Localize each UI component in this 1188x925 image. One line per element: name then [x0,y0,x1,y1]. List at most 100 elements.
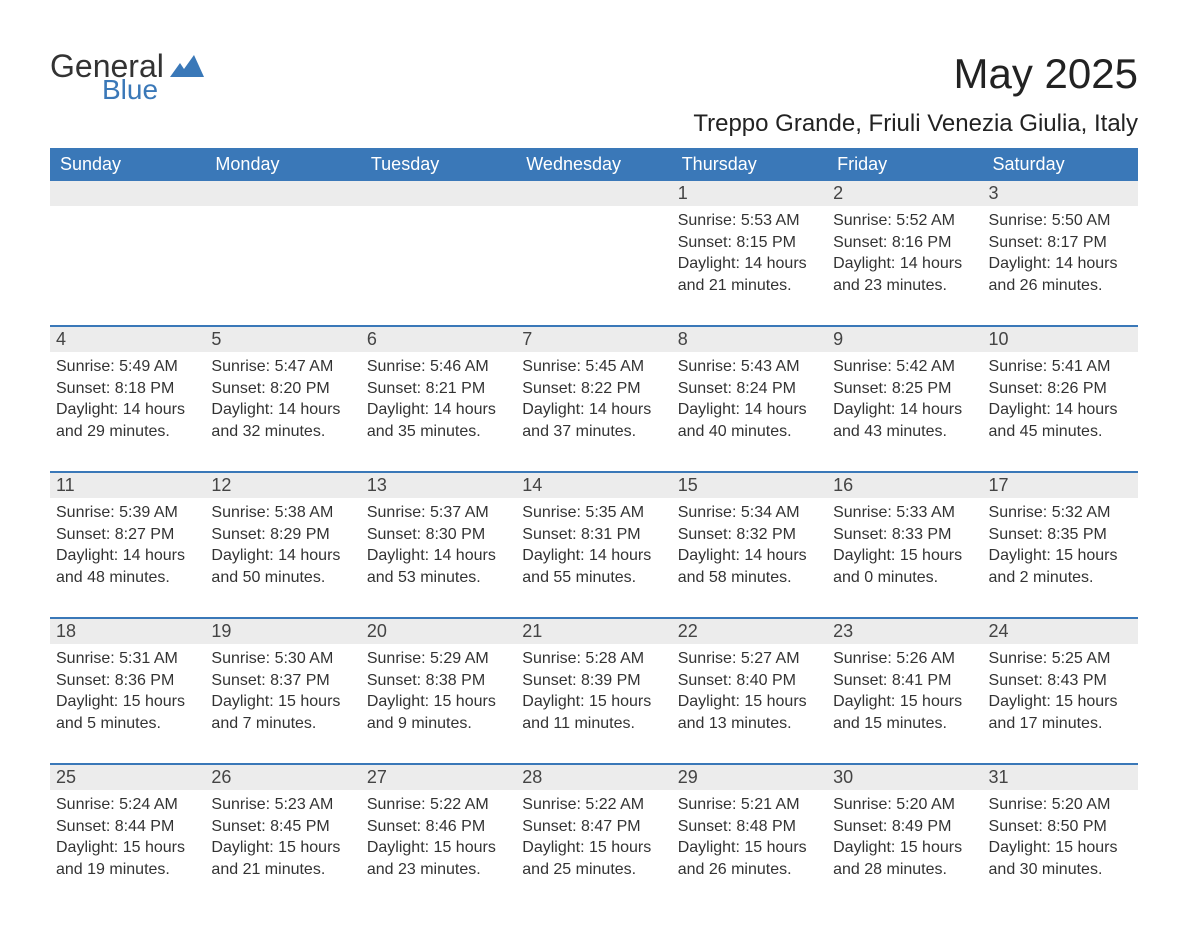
sunset-line: Sunset: 8:21 PM [367,378,510,400]
sunset-value: 8:43 PM [1047,672,1107,689]
day-cell [516,181,671,311]
day-cell: 29Sunrise: 5:21 AMSunset: 8:48 PMDayligh… [672,765,827,895]
day-cell: 18Sunrise: 5:31 AMSunset: 8:36 PMDayligh… [50,619,205,749]
daylight-line: Daylight: 14 hours and 21 minutes. [678,253,821,296]
sunrise-line: Sunrise: 5:39 AM [56,502,199,524]
sunset-label: Sunset: [989,526,1043,543]
sunset-label: Sunset: [211,380,265,397]
sunset-line: Sunset: 8:47 PM [522,816,665,838]
day-number: 24 [983,619,1138,644]
sunset-line: Sunset: 8:29 PM [211,524,354,546]
day-info: Sunrise: 5:50 AMSunset: 8:17 PMDaylight:… [989,210,1132,296]
day-info: Sunrise: 5:26 AMSunset: 8:41 PMDaylight:… [833,648,976,734]
sunrise-label: Sunrise: [211,504,270,521]
day-info: Sunrise: 5:22 AMSunset: 8:46 PMDaylight:… [367,794,510,880]
sunset-line: Sunset: 8:32 PM [678,524,821,546]
day-info: Sunrise: 5:38 AMSunset: 8:29 PMDaylight:… [211,502,354,588]
sunrise-value: 5:49 AM [119,358,178,375]
sunrise-line: Sunrise: 5:32 AM [989,502,1132,524]
sunset-label: Sunset: [989,234,1043,251]
sunset-line: Sunset: 8:30 PM [367,524,510,546]
sunset-label: Sunset: [522,818,576,835]
daylight-label: Daylight: [211,401,273,418]
sunset-value: 8:47 PM [581,818,641,835]
sunrise-label: Sunrise: [678,358,737,375]
daylight-line: Daylight: 15 hours and 7 minutes. [211,691,354,734]
daylight-label: Daylight: [522,401,584,418]
sunset-value: 8:38 PM [426,672,486,689]
day-info: Sunrise: 5:31 AMSunset: 8:36 PMDaylight:… [56,648,199,734]
daylight-line: Daylight: 15 hours and 9 minutes. [367,691,510,734]
sunrise-line: Sunrise: 5:29 AM [367,648,510,670]
sunset-label: Sunset: [833,526,887,543]
day-info: Sunrise: 5:39 AMSunset: 8:27 PMDaylight:… [56,502,199,588]
day-cell: 27Sunrise: 5:22 AMSunset: 8:46 PMDayligh… [361,765,516,895]
sunset-label: Sunset: [678,526,732,543]
sunrise-value: 5:26 AM [896,650,955,667]
daylight-line: Daylight: 15 hours and 17 minutes. [989,691,1132,734]
sunrise-label: Sunrise: [56,504,115,521]
day-cell: 8Sunrise: 5:43 AMSunset: 8:24 PMDaylight… [672,327,827,457]
sunset-value: 8:27 PM [115,526,175,543]
sunrise-label: Sunrise: [211,650,270,667]
sunrise-line: Sunrise: 5:34 AM [678,502,821,524]
day-info: Sunrise: 5:27 AMSunset: 8:40 PMDaylight:… [678,648,821,734]
daylight-line: Daylight: 15 hours and 2 minutes. [989,545,1132,588]
sunset-value: 8:37 PM [270,672,330,689]
sunrise-line: Sunrise: 5:23 AM [211,794,354,816]
day-number: 15 [672,473,827,498]
sunset-value: 8:40 PM [736,672,796,689]
sunrise-value: 5:28 AM [585,650,644,667]
sunrise-value: 5:20 AM [896,796,955,813]
title-block: May 2025 Treppo Grande, Friuli Venezia G… [693,50,1138,138]
day-cell: 7Sunrise: 5:45 AMSunset: 8:22 PMDaylight… [516,327,671,457]
sunrise-value: 5:53 AM [741,212,800,229]
sunrise-line: Sunrise: 5:20 AM [989,794,1132,816]
sunrise-label: Sunrise: [211,358,270,375]
sunrise-line: Sunrise: 5:21 AM [678,794,821,816]
sunrise-label: Sunrise: [522,358,581,375]
sunrise-value: 5:27 AM [741,650,800,667]
sunrise-line: Sunrise: 5:47 AM [211,356,354,378]
day-info: Sunrise: 5:52 AMSunset: 8:16 PMDaylight:… [833,210,976,296]
sunset-label: Sunset: [989,672,1043,689]
sunset-line: Sunset: 8:39 PM [522,670,665,692]
day-number: 10 [983,327,1138,352]
daylight-line: Daylight: 15 hours and 11 minutes. [522,691,665,734]
sunrise-label: Sunrise: [367,796,426,813]
day-info: Sunrise: 5:24 AMSunset: 8:44 PMDaylight:… [56,794,199,880]
day-info: Sunrise: 5:21 AMSunset: 8:48 PMDaylight:… [678,794,821,880]
daylight-line: Daylight: 14 hours and 32 minutes. [211,399,354,442]
sunrise-line: Sunrise: 5:49 AM [56,356,199,378]
sunset-value: 8:20 PM [270,380,330,397]
sunset-value: 8:31 PM [581,526,641,543]
sunrise-line: Sunrise: 5:50 AM [989,210,1132,232]
day-info: Sunrise: 5:20 AMSunset: 8:50 PMDaylight:… [989,794,1132,880]
daylight-line: Daylight: 14 hours and 53 minutes. [367,545,510,588]
sunrise-line: Sunrise: 5:27 AM [678,648,821,670]
day-cell: 11Sunrise: 5:39 AMSunset: 8:27 PMDayligh… [50,473,205,603]
day-info: Sunrise: 5:30 AMSunset: 8:37 PMDaylight:… [211,648,354,734]
location-subtitle: Treppo Grande, Friuli Venezia Giulia, It… [693,110,1138,138]
sunset-value: 8:18 PM [115,380,175,397]
daylight-line: Daylight: 15 hours and 5 minutes. [56,691,199,734]
sunset-line: Sunset: 8:48 PM [678,816,821,838]
header: General Blue May 2025 Treppo Grande, Fri… [50,50,1138,138]
sunrise-line: Sunrise: 5:20 AM [833,794,976,816]
daylight-line: Daylight: 14 hours and 58 minutes. [678,545,821,588]
day-cell: 21Sunrise: 5:28 AMSunset: 8:39 PMDayligh… [516,619,671,749]
sunset-value: 8:45 PM [270,818,330,835]
sunset-line: Sunset: 8:49 PM [833,816,976,838]
sunset-label: Sunset: [678,818,732,835]
month-title: May 2025 [693,50,1138,98]
sunset-label: Sunset: [989,818,1043,835]
daylight-line: Daylight: 15 hours and 0 minutes. [833,545,976,588]
sunset-label: Sunset: [522,380,576,397]
sunrise-value: 5:30 AM [275,650,334,667]
day-number: 29 [672,765,827,790]
sunrise-line: Sunrise: 5:28 AM [522,648,665,670]
sunrise-label: Sunrise: [522,504,581,521]
day-number: 4 [50,327,205,352]
sunset-line: Sunset: 8:33 PM [833,524,976,546]
sunrise-label: Sunrise: [833,212,892,229]
